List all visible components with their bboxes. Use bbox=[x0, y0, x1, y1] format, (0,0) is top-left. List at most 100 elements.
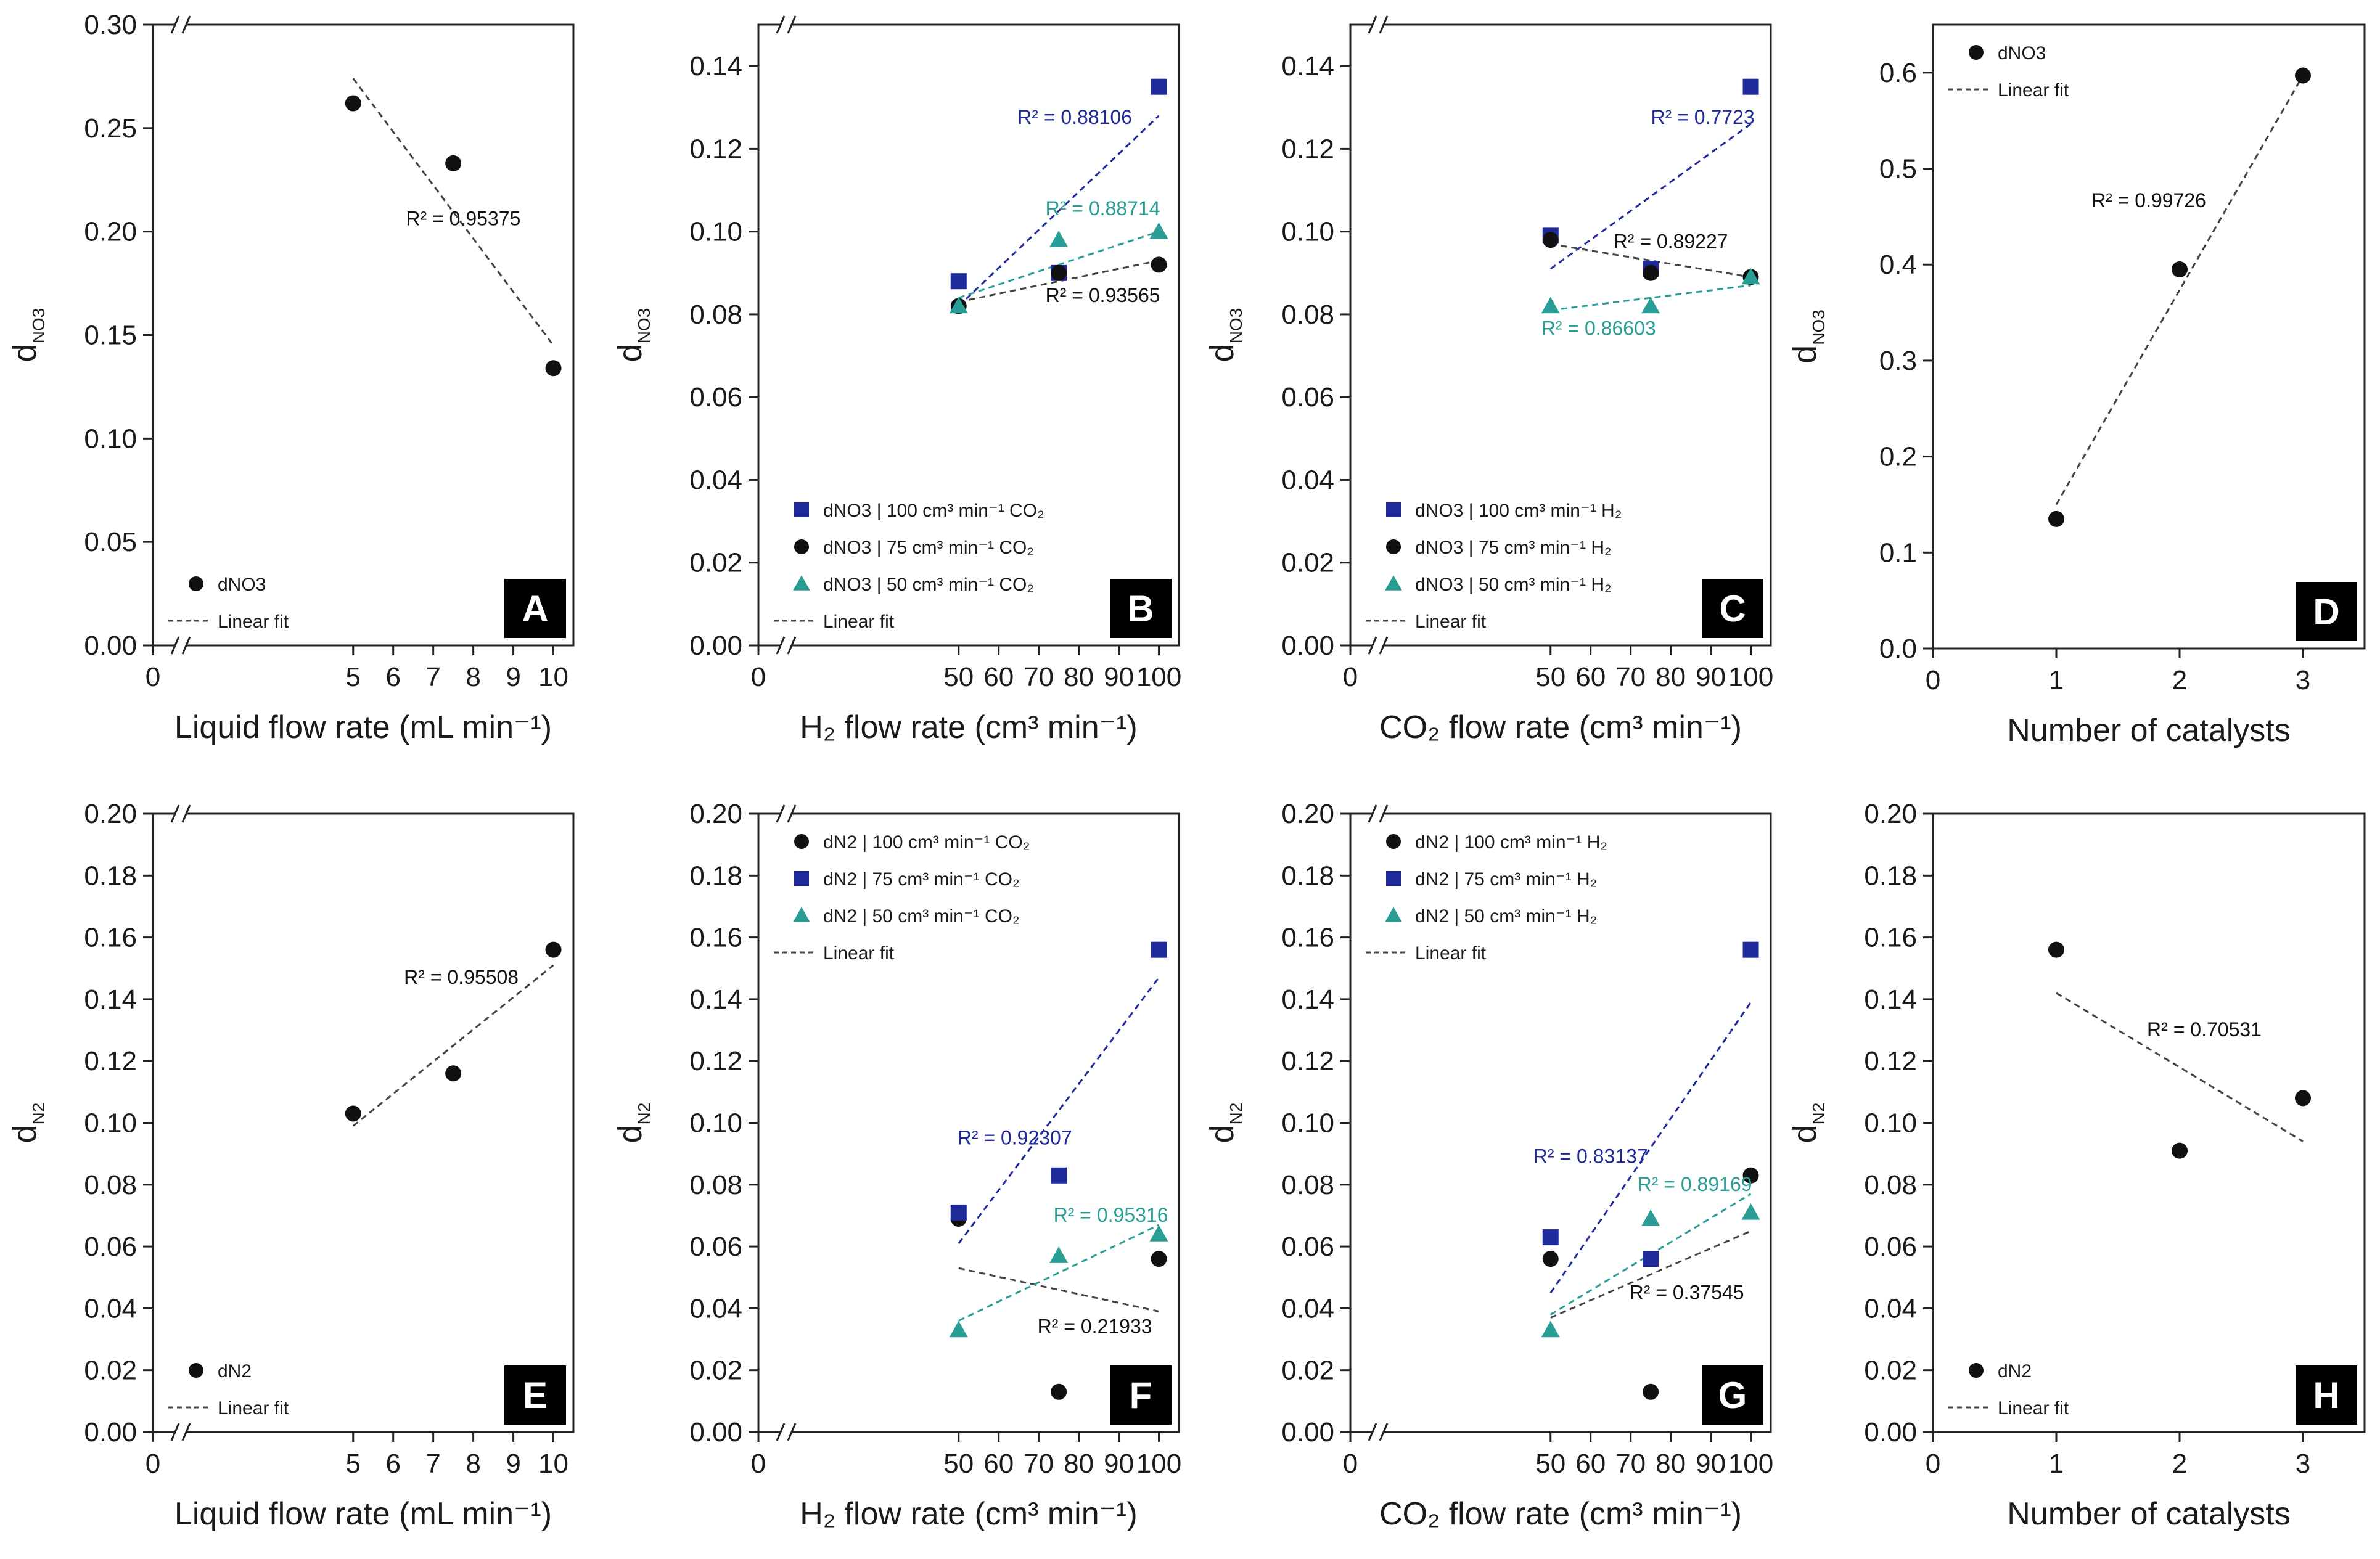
fit-line bbox=[958, 1224, 1160, 1322]
data-point bbox=[1742, 1167, 1759, 1184]
x-axis-title: H₂ flow rate (cm³ min⁻¹) bbox=[800, 1496, 1137, 1532]
x-tick-label: 90 bbox=[1696, 662, 1726, 692]
legend-symbol bbox=[1386, 871, 1401, 886]
axis-break-mark bbox=[787, 15, 797, 34]
y-axis-title: dNO3 bbox=[1786, 309, 1828, 364]
x-tick-label: 70 bbox=[1024, 662, 1054, 692]
data-point bbox=[445, 155, 462, 171]
data-point bbox=[1542, 1251, 1559, 1267]
data-point bbox=[545, 360, 562, 377]
fit-line bbox=[1550, 284, 1751, 311]
panel-letter-box bbox=[1702, 579, 1763, 638]
axis-break-gap bbox=[781, 1426, 792, 1438]
x-tick-label: 0 bbox=[1926, 1449, 1940, 1479]
legend-label: dN2 bbox=[218, 1361, 252, 1381]
data-point bbox=[2048, 510, 2064, 527]
panel-letter: C bbox=[1719, 588, 1746, 629]
x-tick-label: 7 bbox=[425, 662, 440, 692]
fit-line bbox=[1550, 1230, 1752, 1319]
y-tick-label: 0.20 bbox=[84, 217, 137, 247]
data-point bbox=[1049, 1246, 1069, 1263]
data-point bbox=[950, 273, 967, 290]
legend-label: Linear fit bbox=[1415, 612, 1487, 632]
y-tick-label: 0.06 bbox=[1281, 382, 1334, 412]
data-point bbox=[1151, 941, 1167, 958]
axis-break-mark bbox=[181, 804, 191, 823]
x-tick-label: 60 bbox=[1575, 662, 1606, 692]
axis-break-gap bbox=[175, 639, 186, 652]
axis-break-mark bbox=[776, 15, 786, 34]
x-tick-label: 100 bbox=[1728, 1449, 1773, 1479]
r-squared-label: R² = 0.89227 bbox=[1614, 231, 1728, 253]
x-tick-label: 100 bbox=[1136, 1449, 1181, 1479]
legend-label: Linear fit bbox=[1998, 1398, 2069, 1418]
axis-break-gap bbox=[175, 1426, 186, 1438]
axis-break-mark bbox=[787, 636, 797, 655]
y-tick-label: 0.18 bbox=[84, 861, 137, 891]
x-tick-label: 10 bbox=[538, 1449, 568, 1479]
plot-frame bbox=[1349, 23, 1772, 647]
data-point bbox=[1643, 264, 1659, 281]
y-tick-label: 0.06 bbox=[689, 382, 742, 412]
y-tick-label: 0.10 bbox=[689, 1108, 742, 1139]
data-point bbox=[949, 297, 968, 314]
y-tick-label: 0.04 bbox=[1281, 1293, 1334, 1324]
data-point bbox=[1051, 1383, 1067, 1400]
legend-label: dNO3 | 50 cm³ min⁻¹ H₂ bbox=[1415, 575, 1612, 595]
y-tick-label: 0.04 bbox=[84, 1293, 137, 1324]
data-point bbox=[950, 1204, 967, 1221]
x-tick-label: 80 bbox=[1064, 662, 1094, 692]
panel-letter: E bbox=[523, 1375, 548, 1416]
panel-b: 0 50 60 70 80 90 100 0.00 0.02 0.04 0.06 0.08 0.10 0.… bbox=[612, 15, 1181, 745]
y-tick-label: 0.02 bbox=[689, 1356, 742, 1386]
r-squared-label: R² = 0.95375 bbox=[406, 208, 520, 230]
y-tick-label: 0.00 bbox=[1281, 631, 1334, 661]
data-point bbox=[1151, 78, 1167, 95]
axis-break-mark bbox=[181, 1423, 191, 1441]
data-point bbox=[445, 1065, 462, 1082]
legend-label: dNO3 bbox=[218, 575, 266, 595]
y-tick-label: 0.08 bbox=[84, 1170, 137, 1200]
panel-letter: H bbox=[2313, 1375, 2339, 1416]
data-point bbox=[2048, 941, 2064, 958]
data-point bbox=[545, 941, 562, 958]
y-axis-title: dN2 bbox=[1786, 1103, 1828, 1144]
x-tick-label: 7 bbox=[425, 1449, 440, 1479]
y-tick-label: 0.16 bbox=[84, 923, 137, 953]
data-point bbox=[1742, 78, 1759, 95]
fit-line bbox=[352, 78, 554, 346]
x-tick-label: 90 bbox=[1104, 662, 1134, 692]
y-tick-label: 0.20 bbox=[1864, 799, 1917, 829]
y-tick-label: 0.06 bbox=[1864, 1232, 1917, 1262]
y-tick-label: 0.10 bbox=[1864, 1108, 1917, 1139]
data-point bbox=[2295, 1090, 2311, 1107]
legend-label: dNO3 | 100 cm³ min⁻¹ H₂ bbox=[1415, 501, 1622, 521]
y-tick-label: 0.16 bbox=[1864, 923, 1917, 953]
fit-line bbox=[352, 964, 554, 1127]
fit-line bbox=[958, 976, 1160, 1244]
y-axis-title: dN2 bbox=[612, 1103, 654, 1144]
x-tick-label: 60 bbox=[1575, 1449, 1606, 1479]
y-tick-label: 0.18 bbox=[1864, 861, 1917, 891]
y-axis-title: dNO3 bbox=[612, 308, 654, 362]
y-axis-title: dNO3 bbox=[6, 308, 48, 362]
legend-symbol bbox=[1386, 834, 1401, 849]
data-point bbox=[1643, 1383, 1659, 1400]
legend-label: dN2 | 50 cm³ min⁻¹ H₂ bbox=[1415, 906, 1597, 927]
y-tick-label: 0.08 bbox=[1281, 300, 1334, 330]
y-tick-label: 0.00 bbox=[1864, 1417, 1917, 1447]
x-tick-label: 80 bbox=[1656, 662, 1686, 692]
y-tick-label: 0.4 bbox=[1879, 250, 1917, 280]
x-tick-label: 50 bbox=[943, 662, 974, 692]
x-tick-label: 70 bbox=[1615, 1449, 1646, 1479]
axis-break-mark bbox=[787, 804, 797, 823]
panel-letter-box bbox=[2296, 582, 2357, 641]
x-tick-label: 1 bbox=[2049, 1449, 2064, 1479]
y-tick-label: 0.08 bbox=[689, 300, 742, 330]
legend-symbol bbox=[1385, 907, 1402, 922]
x-axis-title: Number of catalysts bbox=[2007, 1496, 2291, 1532]
r-squared-label: R² = 0.37545 bbox=[1630, 1281, 1744, 1303]
y-tick-label: 0.20 bbox=[1281, 799, 1334, 829]
panel-letter: B bbox=[1127, 588, 1154, 629]
legend-symbol bbox=[794, 539, 809, 554]
